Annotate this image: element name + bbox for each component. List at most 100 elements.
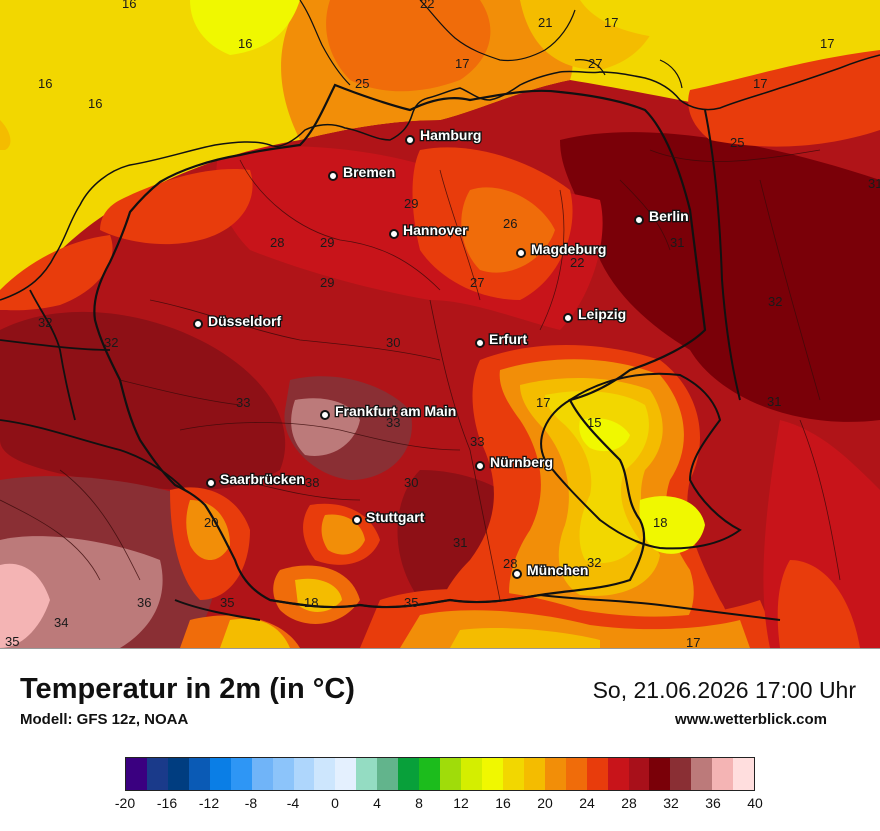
svg-text:Saarbrücken: Saarbrücken [220,471,305,487]
value-label: 28 [503,556,517,571]
value-label: 33 [236,395,250,410]
value-label: 18 [653,515,667,530]
value-label: 31 [868,176,880,191]
legend-tick-label: 4 [373,795,381,811]
legend-swatch [565,758,587,790]
map-canvas: Hamburg Bremen Berlin Hannover Magdeburg… [0,0,880,648]
svg-text:Frankfurt am Main: Frankfurt am Main [335,403,456,419]
value-label: 30 [386,335,400,350]
map-title: Temperatur in 2m (in °C) [20,673,355,705]
model-info: Modell: GFS 12z, NOAA [20,711,189,728]
legend-swatch [314,758,336,790]
website-link[interactable]: www.wetterblick.com [675,711,827,728]
city-berlin[interactable]: Berlin [634,207,690,225]
color-scale-legend: -20 -16 -12 -8 -4 0 4 8 12 16 20 24 28 32 36 40 [115,757,763,811]
value-label: 31 [767,394,781,409]
city-saarbruecken[interactable]: Saarbrücken [206,470,306,488]
svg-text:Magdeburg: Magdeburg [531,241,606,257]
legend-tick-label: 16 [495,795,511,811]
legend-swatch [628,758,650,790]
legend-swatch [167,758,189,790]
value-label: 20 [204,515,218,530]
legend-swatch [544,758,566,790]
legend-swatch [230,758,252,790]
value-label: 30 [404,475,418,490]
city-stuttgart[interactable]: Stuttgart [352,508,426,526]
legend-tick-label: 24 [579,795,595,811]
forecast-datetime: So, 21.06.2026 17:00 Uhr [592,677,856,703]
legend-swatch [440,758,461,790]
value-label: 17 [820,36,834,51]
svg-text:Hannover: Hannover [403,222,468,238]
legend-tick-label: 28 [621,795,637,811]
value-label: 17 [753,76,767,91]
legend-swatch [356,758,378,790]
value-label: 38 [305,475,319,490]
svg-text:Düsseldorf: Düsseldorf [208,313,281,329]
value-label: 29 [320,275,334,290]
value-label: 31 [670,235,684,250]
city-erfurt[interactable]: Erfurt [475,330,529,348]
legend-tick-label: 40 [747,795,763,811]
city-frankfurt[interactable]: Frankfurt am Main [320,402,458,420]
legend-swatch [691,758,713,790]
legend-tick-label: 36 [705,795,721,811]
value-label: 27 [470,275,484,290]
legend-swatch [126,758,147,790]
value-label: 29 [404,196,418,211]
value-label: 28 [270,235,284,250]
svg-text:Erfurt: Erfurt [489,331,527,347]
value-label: 27 [588,56,602,71]
value-label: 17 [604,15,618,30]
legend-swatch [461,758,482,790]
legend-tick-label: -4 [286,795,300,811]
value-label: 35 [220,595,234,610]
color-scale-bar [125,757,755,791]
value-label: 16 [88,96,102,111]
city-magdeburg[interactable]: Magdeburg [516,240,608,258]
city-markers: Hamburg Bremen Berlin Hannover Magdeburg… [193,126,690,579]
value-label: 33 [470,434,484,449]
legend-swatch [481,758,503,790]
city-muenchen[interactable]: München [512,561,590,579]
value-label: 35 [5,634,19,648]
value-label: 25 [355,76,369,91]
legend-swatch [586,758,608,790]
svg-text:Berlin: Berlin [649,208,689,224]
city-bremen[interactable]: Bremen [328,163,396,181]
city-nuernberg[interactable]: Nürnberg [475,453,554,471]
legend-tick-label: -20 [114,795,136,811]
temperature-values: 16 22 21 17 16 17 16 16 25 17 17 29 26 2… [5,0,880,648]
legend-swatch [419,758,441,790]
value-label: 17 [455,56,469,71]
legend-swatch [733,758,755,790]
value-label: 31 [453,535,467,550]
value-label: 26 [503,216,517,231]
value-label: 34 [54,615,68,630]
city-duesseldorf[interactable]: Düsseldorf [193,312,283,330]
svg-text:Stuttgart: Stuttgart [366,509,425,525]
city-hannover[interactable]: Hannover [389,221,469,239]
legend-swatch [398,758,420,790]
value-label: 36 [137,595,151,610]
legend-swatch [209,758,231,790]
value-label: 25 [730,135,744,150]
legend-tick-label: -12 [198,795,220,811]
legend-swatch [523,758,545,790]
footer: Temperatur in 2m (in °C) Modell: GFS 12z… [0,648,880,831]
value-label: 18 [304,595,318,610]
city-leipzig[interactable]: Leipzig [563,305,628,323]
legend-tick-label: -8 [244,795,258,811]
legend-swatch [502,758,524,790]
legend-swatch [649,758,671,790]
value-label: 35 [404,595,418,610]
legend-swatch [293,758,315,790]
city-hamburg[interactable]: Hamburg [405,126,483,145]
legend-swatch [188,758,210,790]
value-label: 32 [38,315,52,330]
legend-tick-label: 20 [537,795,553,811]
legend-swatch [272,758,294,790]
value-label: 16 [38,76,52,91]
value-label: 32 [587,555,601,570]
value-label: 16 [122,0,136,11]
